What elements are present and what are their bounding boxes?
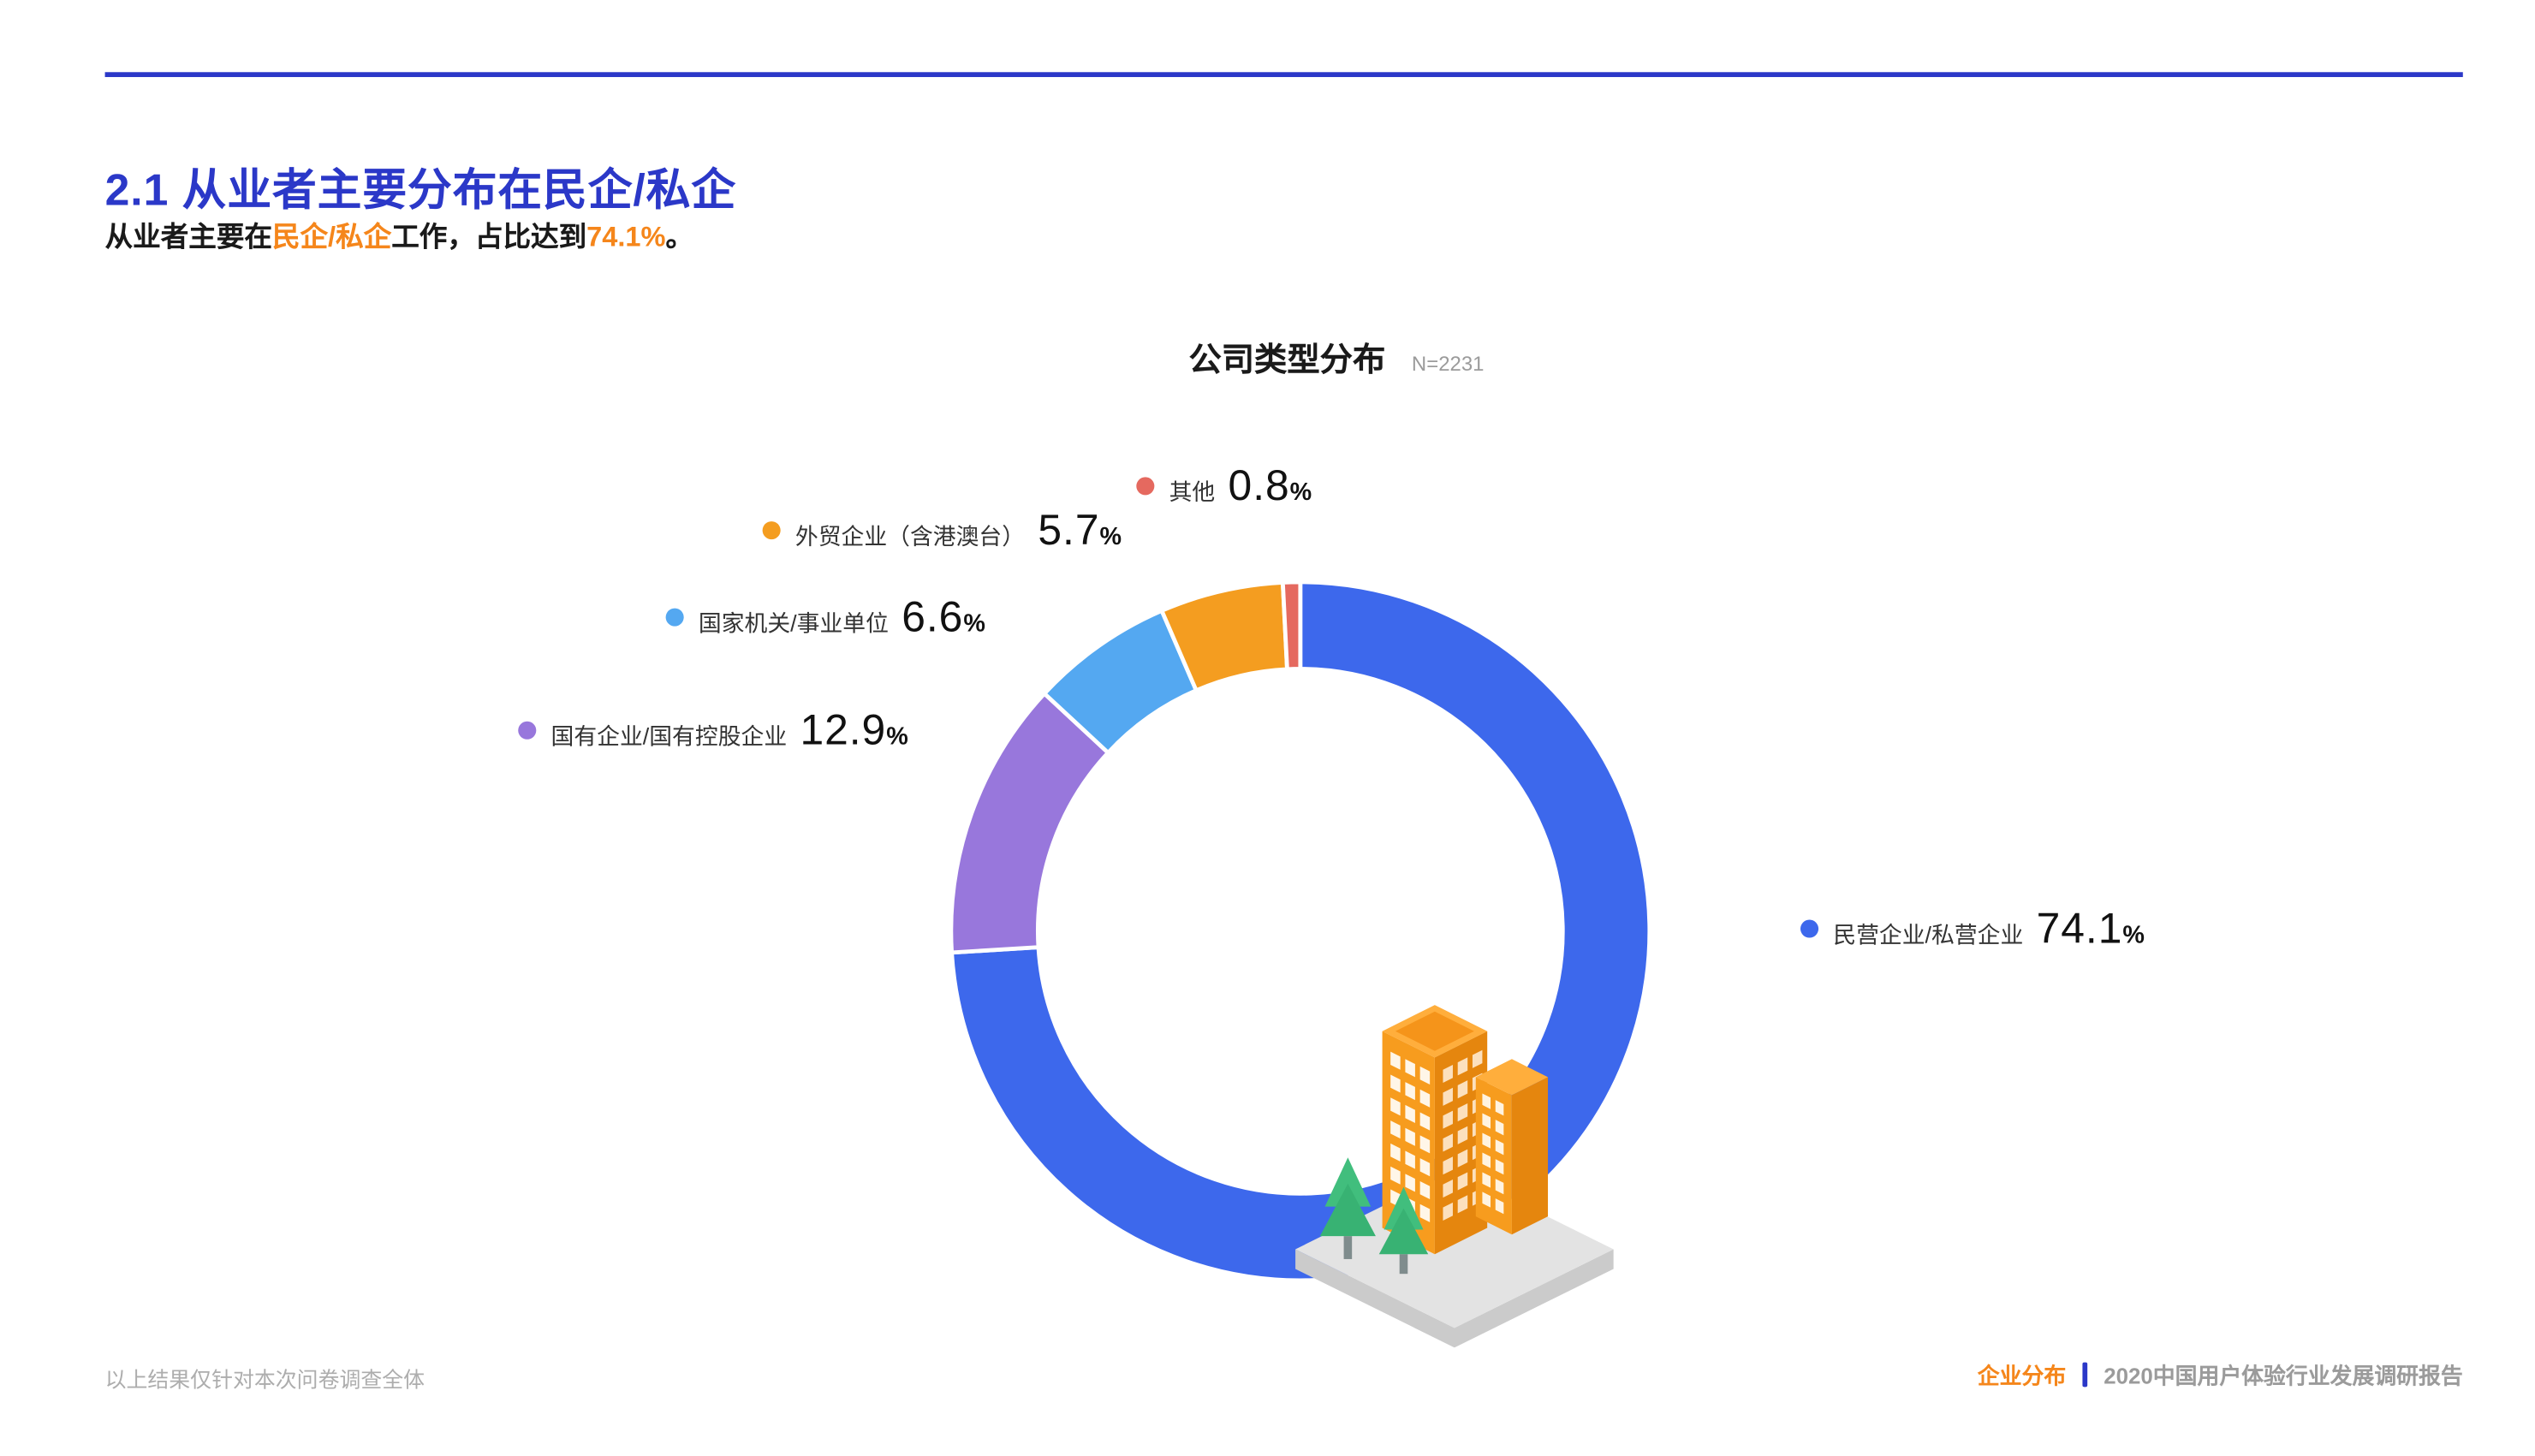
donut-segment [1280, 579, 1303, 672]
building-small-roof [1475, 1059, 1549, 1096]
donut-chart [949, 579, 1652, 1283]
footer-source: 企业分布 2020中国用户体验行业发展调研报告 [1978, 1358, 2463, 1390]
footer-section-tag: 企业分布 [1977, 1364, 2067, 1389]
legend-value: 74.1% [2036, 903, 2145, 953]
subtitle-text: 。 [665, 221, 694, 253]
legend-item-other: 其他 0.8% [1136, 461, 1312, 511]
legend-dot [1136, 477, 1155, 496]
chart-title: 公司类型分布 [1188, 342, 1386, 379]
legend-value: 6.6% [902, 591, 986, 641]
legend-label: 外贸企业（含港澳台） [794, 522, 1026, 550]
subtitle-text: 工作，占比达到 [391, 221, 587, 253]
legend-item-private: 民营企业/私营企业 74.1% [1800, 903, 2145, 954]
legend-value: 5.7% [1038, 504, 1123, 555]
subtitle-highlight: 74.1% [586, 221, 666, 253]
tree-icon [1378, 1186, 1429, 1275]
page-subtitle: 从业者主要在民企/私企工作，占比达到74.1%。 [105, 213, 693, 254]
footer-report-title: 2020中国用户体验行业发展调研报告 [2104, 1364, 2463, 1389]
subtitle-highlight: 民企/私企 [271, 221, 392, 253]
footer-divider [2082, 1361, 2088, 1387]
legend-label: 国有企业/国有控股企业 [550, 722, 788, 750]
building-small-right-face [1511, 1077, 1549, 1235]
legend-dot [762, 521, 781, 540]
chart-header: 公司类型分布 N=2231 [984, 333, 1689, 381]
legend-dot [1800, 919, 1819, 938]
sample-size-label: N=2231 [1411, 352, 1485, 376]
footer-note: 以上结果仅针对本次问卷调查全体 [104, 1367, 425, 1393]
legend-dot [518, 721, 537, 740]
legend-label: 其他 [1169, 478, 1216, 505]
legend-item-foreign-trade: 外贸企业（含港澳台） 5.7% [762, 504, 1123, 556]
donut-segment [949, 579, 1652, 1283]
tree-icon [1319, 1157, 1376, 1259]
building-main-roof-inset [1395, 1011, 1474, 1051]
subtitle-text: 从业者主要在 [104, 221, 272, 253]
building-small-windows [1482, 1093, 1504, 1215]
legend-label: 民营企业/私营企业 [1833, 921, 2024, 948]
legend-dot [665, 608, 684, 627]
legend-value: 12.9% [800, 704, 909, 755]
legend-label: 国家机关/事业单位 [698, 609, 889, 637]
top-rule [104, 72, 2463, 78]
legend-item-government: 国家机关/事业单位 6.6% [665, 591, 986, 642]
legend-item-state-owned: 国有企业/国有控股企业 12.9% [518, 705, 908, 756]
building-illustration [1295, 1005, 1614, 1348]
page-title: 2.1 从业者主要分布在民企/私企 [104, 165, 737, 216]
legend-value: 0.8% [1228, 461, 1313, 510]
building-small-left-face [1475, 1077, 1512, 1235]
